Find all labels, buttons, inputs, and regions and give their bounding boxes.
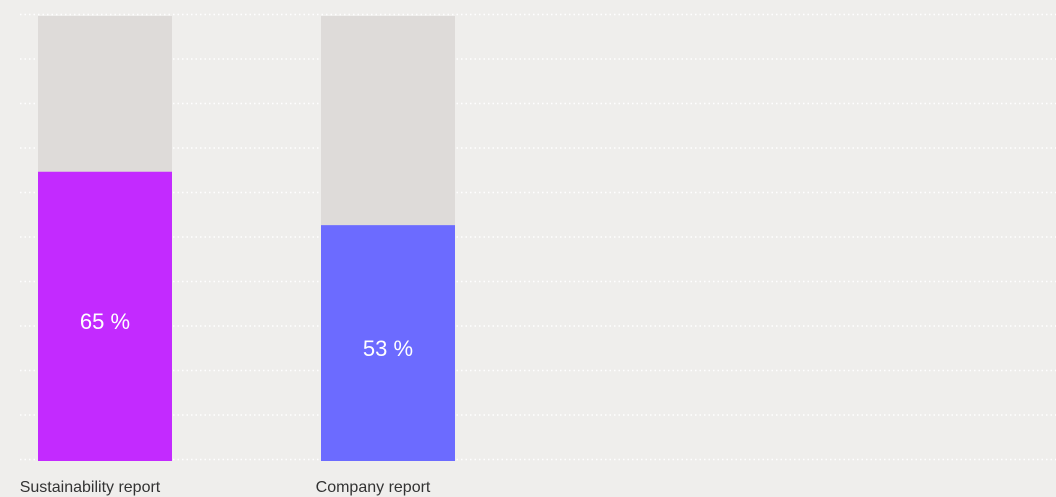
x-tick-label: Sustainability report [20, 479, 161, 496]
bar [38, 171, 172, 461]
data-label: 65 % [80, 309, 130, 334]
x-tick-label: Company report [316, 479, 431, 496]
data-label: 53 % [363, 336, 413, 361]
bar [321, 225, 455, 461]
